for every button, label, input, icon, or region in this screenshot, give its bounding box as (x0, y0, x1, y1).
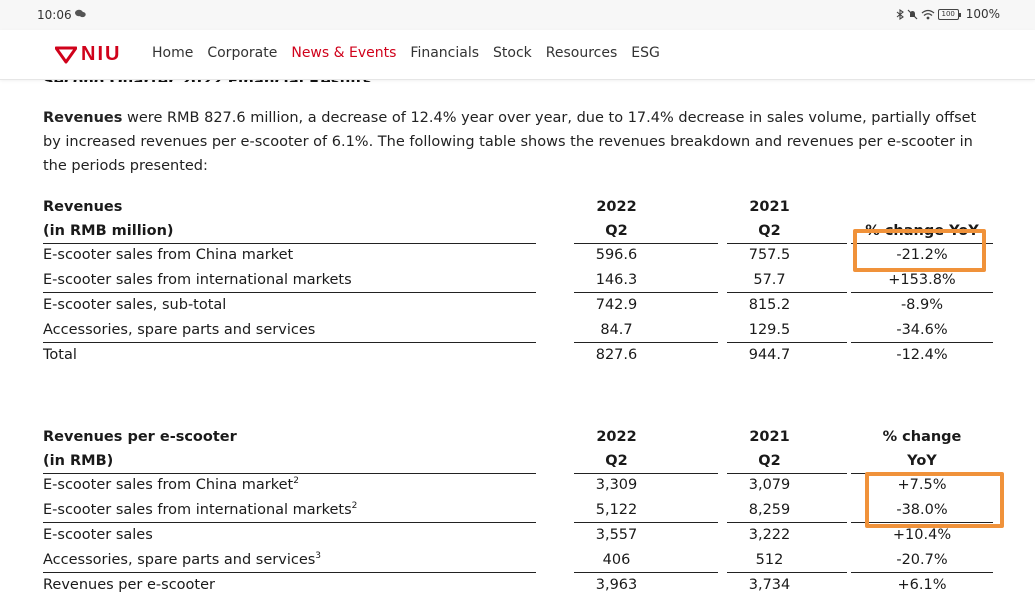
status-time: 10:06 (37, 8, 72, 22)
table-row: E-scooter sales from international marke… (43, 268, 993, 293)
status-icons: 100 100% (896, 7, 1000, 21)
paragraph-text: were RMB 827.6 million, a decrease of 12… (43, 110, 977, 174)
table-row: E-scooter sales from China market2 3,309… (43, 476, 947, 494)
revenues-paragraph: Revenues were RMB 827.6 million, a decre… (43, 106, 993, 178)
highlight-box-china-change (853, 229, 986, 272)
header-2021: 2021 Q2 (749, 199, 790, 239)
table-row: Revenues per e-scooter 3,963 3,734 +6.1% (43, 577, 947, 593)
table-header: Revenues (in RMB million) 2022 Q2 2021 Q… (43, 195, 993, 244)
table-row: E-scooter sales, sub-total 742.9 815.2 -… (43, 297, 944, 313)
table-row: Accessories, spare parts and services3 4… (43, 548, 993, 573)
niu-logo-mark-icon (55, 46, 77, 63)
header-2021: 2021 Q2 (749, 429, 790, 469)
nav-news-events[interactable]: News & Events (291, 45, 397, 61)
status-bar: 10:06 100 100% (0, 0, 1035, 30)
revenues-table: Revenues (in RMB million) 2022 Q2 2021 Q… (43, 195, 993, 368)
mute-bell-icon (907, 9, 918, 19)
table-row: Total 827.6 944.7 -12.4% (43, 347, 948, 363)
wifi-icon (921, 9, 935, 19)
nav-esg[interactable]: ESG (631, 45, 660, 61)
table-row: E-scooter sales from China market 596.6 … (43, 247, 948, 263)
table-row: E-scooter sales from international marke… (43, 498, 993, 523)
bluetooth-icon (896, 8, 904, 20)
header-2022: 2022 Q2 (596, 199, 637, 239)
table-row: Accessories, spare parts and services 84… (43, 318, 993, 343)
nav-financials[interactable]: Financials (410, 45, 480, 61)
battery-percent: 100% (965, 7, 1000, 21)
logo-text: NIU (81, 43, 122, 65)
header-change: % change YoY (882, 429, 962, 469)
site-header: NIU Home Corporate News & Events Financi… (0, 30, 1035, 80)
table-row: E-scooter sales 3,557 3,222 +10.4% (43, 527, 952, 543)
table-header: Revenues per e-scooter (in RMB) 2022 Q2 … (43, 425, 993, 474)
main-menu: Home Corporate News & Events Financials … (152, 45, 674, 61)
battery-icon: 100 (937, 8, 961, 20)
highlight-box-per-scooter-change (865, 472, 1004, 528)
nav-resources[interactable]: Resources (545, 45, 618, 61)
header-label: Revenues per e-scooter (in RMB) (43, 429, 237, 469)
nav-stock[interactable]: Stock (493, 45, 532, 61)
header-label: Revenues (in RMB million) (43, 199, 174, 239)
nav-home[interactable]: Home (152, 45, 194, 61)
nav-corporate[interactable]: Corporate (207, 45, 278, 61)
paragraph-lead: Revenues (43, 110, 123, 126)
niu-logo[interactable]: NIU (55, 43, 121, 66)
chat-notification-icon (75, 9, 86, 18)
revenues-per-scooter-table: Revenues per e-scooter (in RMB) 2022 Q2 … (43, 425, 993, 598)
header-2022: 2022 Q2 (596, 429, 637, 469)
